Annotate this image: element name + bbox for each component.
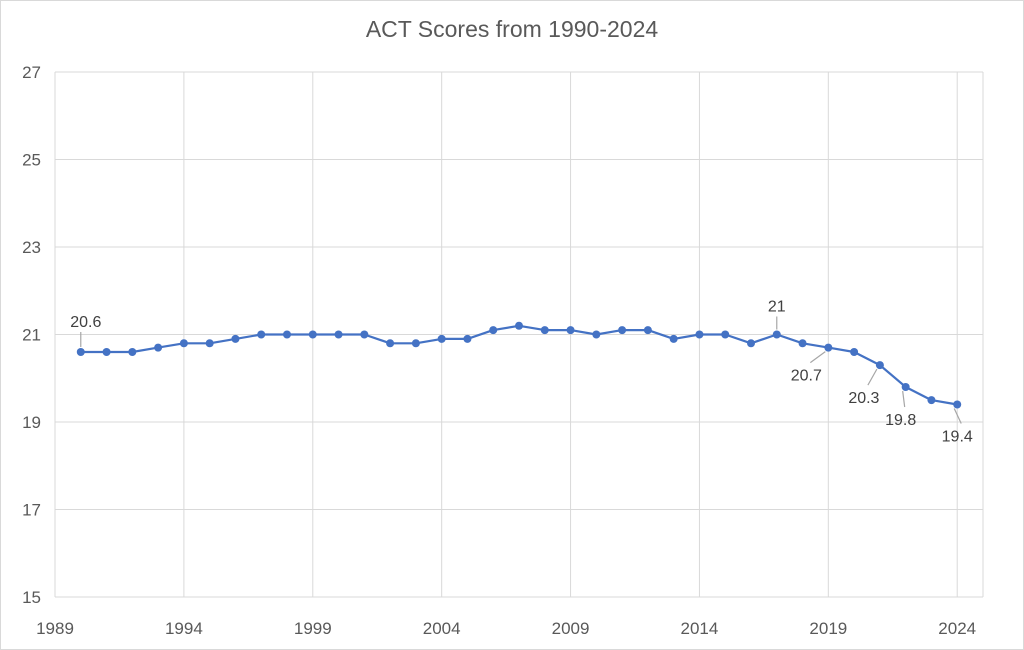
y-tick-label: 19	[22, 413, 41, 432]
leader-line	[902, 390, 906, 408]
x-tick-label: 2014	[681, 619, 719, 638]
x-tick-label: 2004	[423, 619, 461, 638]
y-tick-label: 15	[22, 588, 41, 607]
data-point	[566, 326, 575, 335]
data-point	[283, 330, 291, 339]
leader-line	[867, 368, 878, 386]
data-point	[154, 343, 163, 352]
data-point	[901, 383, 910, 391]
data-point	[695, 330, 704, 339]
x-tick-label: 2024	[938, 619, 976, 638]
data-point	[437, 334, 446, 343]
data-point	[643, 326, 652, 335]
data-point	[798, 339, 807, 348]
data-label: 19.4	[942, 429, 973, 446]
chart-title: ACT Scores from 1990-2024	[365, 16, 659, 42]
data-point	[360, 330, 369, 339]
data-label: 21	[768, 299, 786, 316]
data-label: 20.6	[70, 314, 101, 331]
data-point	[463, 334, 472, 343]
x-tick-label: 1994	[165, 619, 203, 638]
data-label: 20.3	[848, 390, 879, 407]
data-point	[179, 339, 188, 348]
data-point	[592, 330, 601, 339]
leader-line	[809, 351, 826, 364]
y-tick-label: 25	[22, 151, 41, 170]
data-point	[411, 339, 420, 348]
data-point	[824, 343, 833, 352]
data-point	[927, 396, 936, 405]
data-point	[334, 330, 343, 339]
data-point	[721, 330, 730, 339]
data-point	[205, 339, 214, 348]
data-point	[257, 330, 266, 339]
series-line	[80, 324, 958, 406]
x-tick-label: 2009	[552, 619, 590, 638]
data-point	[618, 326, 627, 335]
x-tick-label: 2019	[809, 619, 847, 638]
x-tick-label: 1989	[36, 619, 74, 638]
leader-line	[953, 408, 962, 424]
y-tick-label: 17	[22, 501, 41, 520]
x-tick-label: 1999	[294, 619, 332, 638]
data-point	[515, 321, 523, 330]
data-point	[850, 348, 859, 356]
data-point	[386, 339, 395, 348]
data-point	[489, 326, 498, 335]
data-label: 19.8	[885, 412, 916, 429]
data-point	[747, 339, 755, 348]
data-point	[875, 361, 884, 370]
data-point	[540, 326, 549, 335]
data-point	[76, 348, 85, 356]
y-tick-label: 27	[22, 63, 41, 82]
y-tick-label: 23	[22, 238, 41, 257]
data-label: 20.7	[791, 368, 822, 385]
data-point	[669, 334, 678, 343]
data-point	[953, 400, 962, 409]
data-point	[308, 330, 317, 339]
data-point	[128, 348, 137, 356]
y-tick-label: 21	[22, 326, 41, 345]
data-point	[231, 334, 240, 343]
data-point	[102, 348, 111, 356]
data-point	[772, 330, 781, 339]
